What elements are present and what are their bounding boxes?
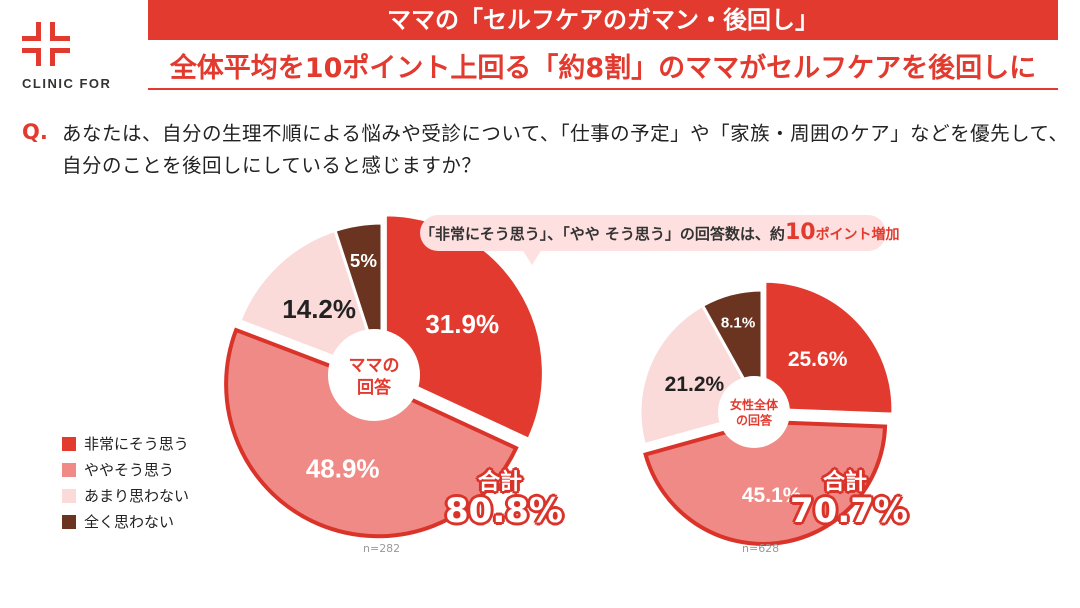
- legend-swatch: [62, 462, 76, 477]
- center-circle: [718, 376, 790, 448]
- center-label: 女性全体: [730, 397, 779, 412]
- total-label: 合計: [822, 470, 867, 495]
- page-title: ママの「セルフケアのガマン・後回し」: [148, 0, 1058, 40]
- slice-label: 48.9%: [306, 453, 380, 483]
- total-mama: 合計 80.8%: [445, 470, 563, 531]
- legend-label: ややそう思う: [84, 461, 175, 479]
- legend-label: 非常にそう思う: [84, 435, 189, 453]
- slice-label: 21.2%: [665, 373, 725, 396]
- slice-label: 25.6%: [788, 348, 848, 371]
- callout-bubble: 「非常にそう思う」、「やや そう思う」の回答数は、約10ポイント増加: [420, 215, 900, 251]
- slice-label: 14.2%: [282, 294, 356, 324]
- legend-item-not-at-all: 全く思わない: [62, 511, 174, 532]
- legend-swatch: [62, 436, 76, 451]
- slice-label: 8.1%: [721, 314, 756, 331]
- slice-label: 5%: [350, 250, 377, 271]
- callout-tail: [522, 249, 542, 265]
- total-label: 合計: [477, 470, 522, 495]
- question-mark-label: Q.: [22, 120, 48, 144]
- total-value: 80.8%: [445, 491, 563, 531]
- pie-slice-1: [224, 327, 519, 539]
- sample-size-mama: n=282: [363, 542, 401, 555]
- pie-slice-0: [763, 279, 895, 416]
- legend-item-very: 非常にそう思う: [62, 433, 189, 454]
- callout-text-pre: 「非常にそう思う」、「やや そう思う」の回答数は、約: [420, 225, 785, 243]
- question-text: あなたは、自分の生理不順による悩みや受診について、「仕事の予定」や「家族・周囲の…: [62, 122, 1069, 177]
- legend-swatch: [62, 488, 76, 503]
- center-circle: [328, 329, 420, 421]
- legend-item-somewhat: ややそう思う: [62, 459, 174, 480]
- total-value: 70.7%: [790, 491, 908, 531]
- center-label: の回答: [736, 413, 773, 428]
- total-women: 合計 70.7%: [790, 470, 908, 531]
- legend-item-not-much: あまり思わない: [62, 485, 189, 506]
- slice-label: 31.9%: [425, 309, 499, 339]
- logo-cross-icon: [22, 22, 70, 66]
- pie-slice-1: [643, 419, 888, 546]
- callout-number: 10: [784, 220, 816, 245]
- legend-label: 全く思わない: [84, 513, 175, 531]
- callout-text-post: ポイント増加: [815, 227, 900, 243]
- legend-swatch: [62, 514, 76, 529]
- page-subtitle: 全体平均を10ポイント上回る「約8割」のママがセルフケアを後回しに: [148, 50, 1058, 90]
- legend-label: あまり思わない: [84, 487, 190, 505]
- clinic-for-logo: [22, 22, 122, 72]
- center-label: 回答: [357, 377, 392, 398]
- slice-label: 45.1%: [742, 484, 802, 507]
- logo-text: CLINIC FOR: [22, 76, 112, 91]
- sample-size-women: n=628: [742, 542, 780, 555]
- center-label: ママの: [349, 356, 400, 376]
